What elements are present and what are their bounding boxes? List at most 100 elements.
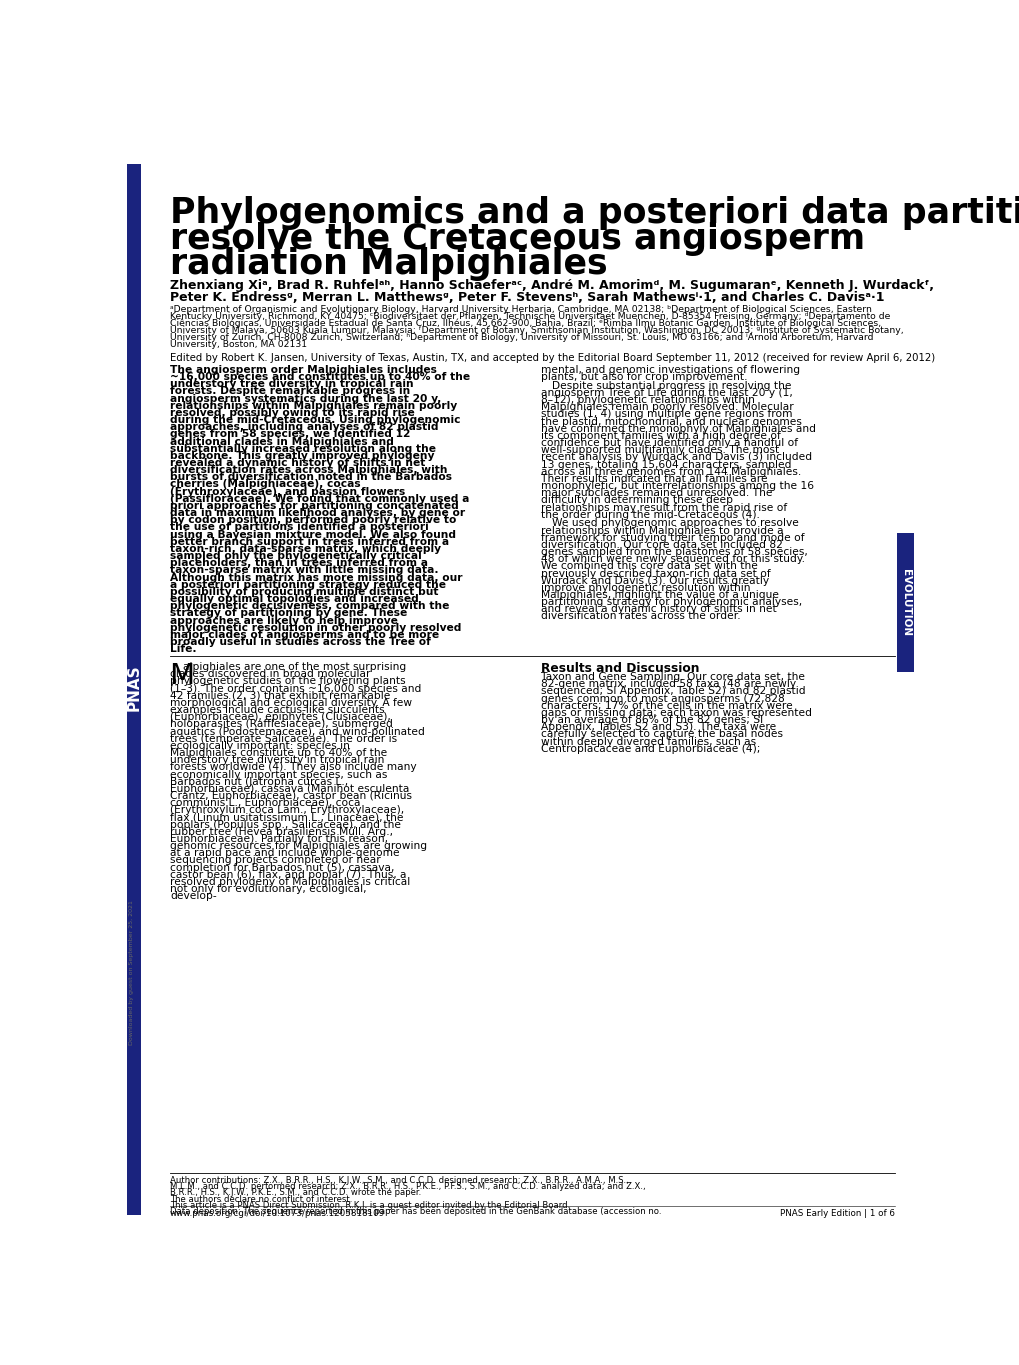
Text: major clades of angiosperms and to be more: major clades of angiosperms and to be mo…	[170, 629, 439, 640]
Text: develop-: develop-	[170, 891, 217, 901]
Text: Ciências Biológicas, Universidade Estadual de Santa Cruz, Ilhéus, 45.662-900, Ba: Ciências Biológicas, Universidade Estadu…	[170, 319, 880, 329]
Text: (1–3). The order contains ~16,000 species and: (1–3). The order contains ~16,000 specie…	[170, 684, 421, 693]
Text: Barbados nut (Jatropha curcas L.,: Barbados nut (Jatropha curcas L.,	[170, 777, 347, 786]
Text: mental, and genomic investigations of flowering: mental, and genomic investigations of fl…	[540, 364, 799, 375]
Text: genes common to most angiosperms (72,828: genes common to most angiosperms (72,828	[540, 693, 784, 703]
Text: Crantz, Euphorbiaceae), castor bean (Ricinus: Crantz, Euphorbiaceae), castor bean (Ric…	[170, 792, 412, 801]
Text: genes sampled from the plastomes of 58 species,: genes sampled from the plastomes of 58 s…	[540, 547, 806, 557]
Text: EVOLUTION: EVOLUTION	[900, 569, 910, 636]
Text: trees (temperate Salicaceae). The order is: trees (temperate Salicaceae). The order …	[170, 734, 396, 744]
Text: revealed a dynamic history of shifts in net: revealed a dynamic history of shifts in …	[170, 459, 425, 468]
Text: The authors declare no conflict of interest.: The authors declare no conflict of inter…	[170, 1194, 353, 1204]
Text: genomic resources for Malpighiales are growing: genomic resources for Malpighiales are g…	[170, 841, 427, 852]
Text: University, Boston, MA 02131: University, Boston, MA 02131	[170, 340, 307, 349]
Text: difficulty in determining these deep: difficulty in determining these deep	[540, 495, 732, 505]
Text: approaches, including analyses of 82 plastid: approaches, including analyses of 82 pla…	[170, 422, 438, 433]
Text: plants, but also for crop improvement.: plants, but also for crop improvement.	[540, 373, 746, 382]
Text: well-supported multifamily clades. The most: well-supported multifamily clades. The m…	[540, 445, 779, 456]
Text: (Passifloraceae). We found that commonly used a: (Passifloraceae). We found that commonly…	[170, 494, 469, 504]
Bar	[896, 534, 913, 672]
Text: 13 genes, totaling 15,604 characters, sampled: 13 genes, totaling 15,604 characters, sa…	[540, 460, 791, 470]
Text: University of Malaya, 50603 Kuala Lumpur, Malaysia; ᶠDepartment of Botany, Smith: University of Malaya, 50603 Kuala Lumpur…	[170, 326, 903, 334]
Text: the order during the mid-Cretaceous (4).: the order during the mid-Cretaceous (4).	[540, 509, 759, 520]
Text: partitioning strategy for phylogenomic analyses,: partitioning strategy for phylogenomic a…	[540, 597, 801, 607]
Text: resolved phylogeny of Malpighiales is critical: resolved phylogeny of Malpighiales is cr…	[170, 876, 410, 887]
Text: 82-gene matrix, included 58 taxa (48 are newly: 82-gene matrix, included 58 taxa (48 are…	[540, 680, 795, 689]
Text: approaches are likely to help improve: approaches are likely to help improve	[170, 616, 397, 625]
Text: radiation Malpighiales: radiation Malpighiales	[170, 247, 607, 281]
Text: substantially increased resolution along the: substantially increased resolution along…	[170, 444, 436, 453]
Text: cherries (Malpighiaceae), cocas: cherries (Malpighiaceae), cocas	[170, 479, 361, 490]
Text: within deeply diverged families, such as: within deeply diverged families, such as	[540, 737, 755, 747]
Bar	[127, 164, 142, 1215]
Text: Centroplacaceae and Euphorbiaceae (4);: Centroplacaceae and Euphorbiaceae (4);	[540, 744, 759, 753]
Text: poplars (Populus spp., Salicaceae), and the: poplars (Populus spp., Salicaceae), and …	[170, 820, 400, 830]
Text: placeholders, than in trees inferred from a: placeholders, than in trees inferred fro…	[170, 558, 428, 568]
Text: diversification. Our core data set included 82: diversification. Our core data set inclu…	[540, 541, 782, 550]
Text: confidence but have identified only a handful of: confidence but have identified only a ha…	[540, 438, 797, 448]
Text: sequenced; SI Appendix, Table S2) and 82 plastid: sequenced; SI Appendix, Table S2) and 82…	[540, 687, 804, 696]
Text: examples include cactus-like succulents: examples include cactus-like succulents	[170, 706, 384, 715]
Text: flax (Linum usitatissimum L., Linaceae), the: flax (Linum usitatissimum L., Linaceae),…	[170, 812, 404, 823]
Text: www.pnas.org/cgi/doi/10.1073/pnas.1205818109: www.pnas.org/cgi/doi/10.1073/pnas.120581…	[170, 1209, 385, 1219]
Text: PNAS Early Edition | 1 of 6: PNAS Early Edition | 1 of 6	[780, 1209, 894, 1219]
Text: communis L., Euphorbiaceae), coca: communis L., Euphorbiaceae), coca	[170, 799, 361, 808]
Text: Although this matrix has more missing data, our: Although this matrix has more missing da…	[170, 572, 463, 583]
Text: across all three genomes from 144 Malpighiales.: across all three genomes from 144 Malpig…	[540, 467, 800, 476]
Text: Malpighiales, highlight the value of a unique: Malpighiales, highlight the value of a u…	[540, 590, 777, 601]
Text: angiosperm Tree of Life during the last 20 y (1,: angiosperm Tree of Life during the last …	[540, 388, 792, 399]
Text: the plastid, mitochondrial, and nuclear genomes: the plastid, mitochondrial, and nuclear …	[540, 416, 801, 427]
Text: have confirmed the monophyly of Malpighiales and: have confirmed the monophyly of Malpighi…	[540, 423, 815, 434]
Text: morphological and ecological diversity. A few: morphological and ecological diversity. …	[170, 698, 412, 708]
Text: genes from 58 species, we identified 12: genes from 58 species, we identified 12	[170, 430, 410, 440]
Text: ᵃDepartment of Organismic and Evolutionary Biology, Harvard University Herbaria,: ᵃDepartment of Organismic and Evolutiona…	[170, 304, 871, 314]
Text: Taxon and Gene Sampling. Our core data set, the: Taxon and Gene Sampling. Our core data s…	[540, 672, 804, 682]
Text: sampled only the phylogenetically critical: sampled only the phylogenetically critic…	[170, 551, 422, 561]
Text: by codon position, performed poorly relative to: by codon position, performed poorly rela…	[170, 516, 457, 526]
Text: rubber tree (Hevea brasiliensis Müll. Arg.,: rubber tree (Hevea brasiliensis Müll. Ar…	[170, 827, 392, 837]
Text: priori approaches for partitioning concatenated: priori approaches for partitioning conca…	[170, 501, 459, 511]
Text: during the mid-Cretaceous. Using phylogenomic: during the mid-Cretaceous. Using phyloge…	[170, 415, 461, 425]
Text: strategy of partitioning by gene. These: strategy of partitioning by gene. These	[170, 609, 407, 618]
Text: gaps or missing data; each taxon was represented: gaps or missing data; each taxon was rep…	[540, 708, 811, 718]
Text: (Erythroxylum coca Lam., Erythroxylaceae),: (Erythroxylum coca Lam., Erythroxylaceae…	[170, 805, 404, 815]
Text: Peter K. Endressᵍ, Merran L. Matthewsᵍ, Peter F. Stevensʰ, Sarah Mathewsⁱ·1, and: Peter K. Endressᵍ, Merran L. Matthewsᵍ, …	[170, 291, 883, 304]
Text: clades discovered in broad molecular: clades discovered in broad molecular	[170, 669, 370, 680]
Text: taxon-rich, data-sparse matrix, which deeply: taxon-rich, data-sparse matrix, which de…	[170, 543, 440, 554]
Text: Edited by Robert K. Jansen, University of Texas, Austin, TX, and accepted by the: Edited by Robert K. Jansen, University o…	[170, 352, 934, 363]
Text: relationships within Malpighiales remain poorly: relationships within Malpighiales remain…	[170, 401, 457, 411]
Text: castor bean (6), flax, and poplar (7). Thus, a: castor bean (6), flax, and poplar (7). T…	[170, 870, 407, 880]
Text: Euphorbiaceae), cassava (Manihot esculenta: Euphorbiaceae), cassava (Manihot esculen…	[170, 784, 409, 794]
Text: Downloaded by guest on September 25, 2021: Downloaded by guest on September 25, 202…	[128, 900, 133, 1044]
Text: characters; 17% of the cells in the matrix were: characters; 17% of the cells in the matr…	[540, 700, 792, 711]
Text: Kentucky University, Richmond, KY 40475; ᶜBiodiversitaet der Pflanzen, Technisch: Kentucky University, Richmond, KY 40475;…	[170, 311, 890, 321]
Text: M: M	[169, 662, 195, 691]
Text: forests. Despite remarkable progress in: forests. Despite remarkable progress in	[170, 386, 410, 396]
Text: resolve the Cretaceous angiosperm: resolve the Cretaceous angiosperm	[170, 221, 864, 255]
Text: Zhenxiang Xiᵃ, Brad R. Ruhfelᵃʰ, Hanno Schaeferᵃᶜ, André M. Amorimᵈ, M. Sugumara: Zhenxiang Xiᵃ, Brad R. Ruhfelᵃʰ, Hanno S…	[170, 280, 933, 292]
Text: taxon-sparse matrix with little missing data.: taxon-sparse matrix with little missing …	[170, 565, 438, 576]
Text: Author contributions: Z.X., B.R.R., H.S., K.J.W., S.M., and C.C.D. designed rese: Author contributions: Z.X., B.R.R., H.S.…	[170, 1175, 629, 1185]
Text: broadly useful in studies across the Tree of: broadly useful in studies across the Tre…	[170, 637, 431, 647]
Text: phylogenetic decisiveness, compared with the: phylogenetic decisiveness, compared with…	[170, 601, 449, 612]
Text: (Erythroxylaceae), and passion flowers: (Erythroxylaceae), and passion flowers	[170, 487, 405, 497]
Text: major subclades remained unresolved. The: major subclades remained unresolved. The	[540, 489, 771, 498]
Text: forests worldwide (4). They also include many: forests worldwide (4). They also include…	[170, 763, 417, 773]
Text: This article is a PNAS Direct Submission. R.K.J. is a guest editor invited by th: This article is a PNAS Direct Submission…	[170, 1201, 570, 1209]
Text: by an average of 86% of the 82 genes; SI: by an average of 86% of the 82 genes; SI	[540, 715, 762, 725]
Text: We combined this core data set with the: We combined this core data set with the	[540, 561, 757, 572]
Text: The angiosperm order Malpighiales includes: The angiosperm order Malpighiales includ…	[170, 364, 436, 375]
Text: Data deposition: The sequence reported in this paper has been deposited in the G: Data deposition: The sequence reported i…	[170, 1207, 661, 1216]
Text: Life.: Life.	[170, 644, 197, 654]
Text: 42 families (2, 3) that exhibit remarkable: 42 families (2, 3) that exhibit remarkab…	[170, 691, 390, 700]
Text: data in maximum likelihood analyses, by gene or: data in maximum likelihood analyses, by …	[170, 508, 465, 519]
Text: holoparasites (Rafflesiaceae), submerged: holoparasites (Rafflesiaceae), submerged	[170, 719, 392, 729]
Text: ecologically important: species in: ecologically important: species in	[170, 741, 350, 751]
Text: bursts of diversification noted in the Barbados: bursts of diversification noted in the B…	[170, 472, 451, 482]
Text: possibility of producing multiple distinct but: possibility of producing multiple distin…	[170, 587, 438, 597]
Text: Phylogenomics and a posteriori data partitioning: Phylogenomics and a posteriori data part…	[170, 197, 1019, 231]
Text: carefully selected to capture the basal nodes: carefully selected to capture the basal …	[540, 729, 782, 740]
Text: using a Bayesian mixture model. We also found: using a Bayesian mixture model. We also …	[170, 530, 455, 539]
Text: Despite substantial progress in resolving the: Despite substantial progress in resolvin…	[551, 381, 791, 390]
Text: monophyletic, but interrelationships among the 16: monophyletic, but interrelationships amo…	[540, 480, 813, 491]
